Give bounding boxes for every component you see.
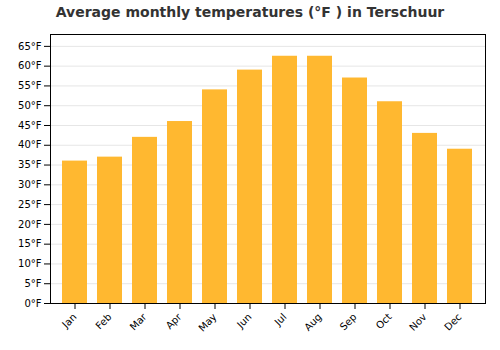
svg-text:65°F: 65°F <box>18 41 42 52</box>
svg-text:35°F: 35°F <box>18 159 42 170</box>
svg-text:30°F: 30°F <box>18 179 42 190</box>
svg-text:Apr: Apr <box>164 311 185 332</box>
svg-text:Nov: Nov <box>407 311 429 333</box>
svg-text:Jul: Jul <box>272 311 289 328</box>
svg-text:Aug: Aug <box>302 311 324 333</box>
html-text:Average monthly temperatures (: Average monthly temperatures (°F ) in Te… <box>55 4 445 20</box>
svg-text:Mar: Mar <box>128 311 150 333</box>
svg-text:Dec: Dec <box>442 311 463 332</box>
svg-text:Oct: Oct <box>374 311 394 331</box>
svg-text:Jun: Jun <box>234 311 254 331</box>
svg-text:55°F: 55°F <box>18 80 42 91</box>
svg-text:0°F: 0°F <box>24 298 41 309</box>
svg-text:50°F: 50°F <box>18 100 42 111</box>
svg-text:25°F: 25°F <box>18 199 42 210</box>
svg-text:40°F: 40°F <box>18 139 42 150</box>
svg-text:10°F: 10°F <box>18 258 42 269</box>
svg-text:Feb: Feb <box>93 311 113 331</box>
svg-text:20°F: 20°F <box>18 219 42 230</box>
svg-text:May: May <box>196 311 218 333</box>
svg-text:45°F: 45°F <box>18 120 42 131</box>
svg-text:60°F: 60°F <box>18 60 42 71</box>
svg-text:Jan: Jan <box>59 311 78 330</box>
svg-text:Sep: Sep <box>338 311 359 332</box>
svg-text:15°F: 15°F <box>18 238 42 249</box>
svg-text:5°F: 5°F <box>24 278 41 289</box>
